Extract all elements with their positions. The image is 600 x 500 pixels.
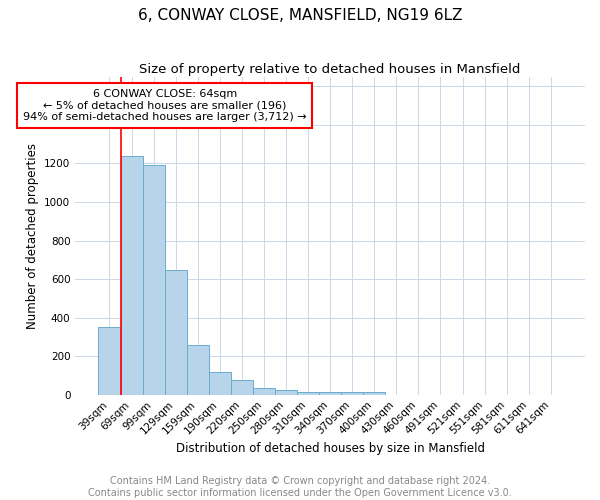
Y-axis label: Number of detached properties: Number of detached properties <box>26 142 38 328</box>
Bar <box>275 390 297 394</box>
Title: Size of property relative to detached houses in Mansfield: Size of property relative to detached ho… <box>139 62 521 76</box>
Text: 6, CONWAY CLOSE, MANSFIELD, NG19 6LZ: 6, CONWAY CLOSE, MANSFIELD, NG19 6LZ <box>138 8 462 22</box>
Bar <box>231 380 253 394</box>
Text: 6 CONWAY CLOSE: 64sqm
← 5% of detached houses are smaller (196)
94% of semi-deta: 6 CONWAY CLOSE: 64sqm ← 5% of detached h… <box>23 89 307 122</box>
Bar <box>297 392 319 394</box>
Bar <box>121 156 143 394</box>
Bar <box>253 388 275 394</box>
Bar <box>98 328 121 394</box>
Bar <box>363 392 385 394</box>
Bar <box>164 270 187 394</box>
Bar <box>187 344 209 395</box>
X-axis label: Distribution of detached houses by size in Mansfield: Distribution of detached houses by size … <box>176 442 485 455</box>
Bar <box>143 166 164 394</box>
Text: Contains HM Land Registry data © Crown copyright and database right 2024.
Contai: Contains HM Land Registry data © Crown c… <box>88 476 512 498</box>
Bar <box>209 372 231 394</box>
Bar <box>341 392 363 394</box>
Bar <box>319 392 341 394</box>
